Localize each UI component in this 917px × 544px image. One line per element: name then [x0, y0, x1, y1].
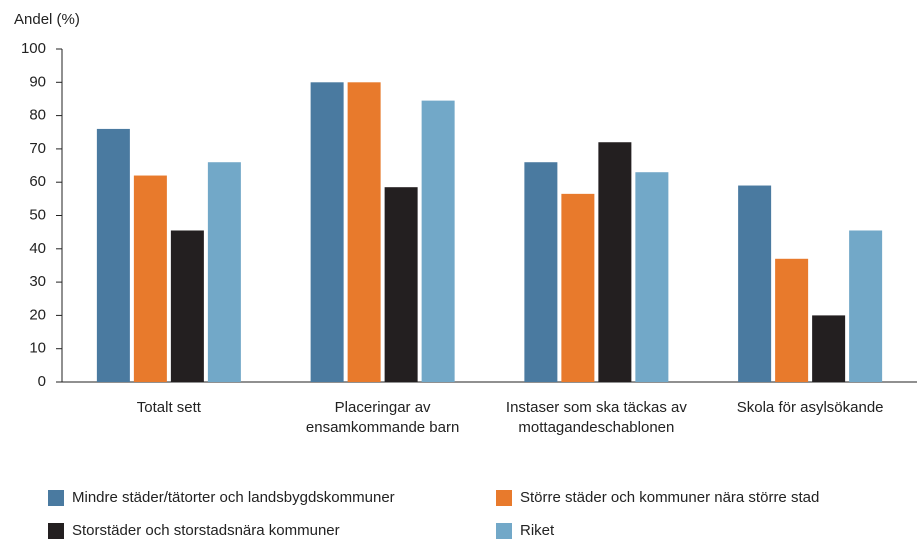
y-tick-label: 0 — [38, 373, 46, 390]
y-tick-label: 80 — [29, 107, 46, 124]
legend-swatch — [48, 523, 64, 539]
bar — [170, 230, 204, 382]
bar — [738, 185, 772, 382]
x-tick-label: Instaser som ska täckas av mottagandesch… — [505, 399, 687, 436]
y-tick-label: 60 — [29, 173, 46, 190]
y-tick-label: 40 — [29, 240, 46, 257]
legend-swatch — [496, 523, 512, 539]
y-tick-label: 10 — [29, 340, 46, 357]
legend-swatch — [496, 490, 512, 506]
bar — [635, 172, 669, 382]
bar — [347, 82, 381, 383]
legend-label: Större städer och kommuner nära större s… — [520, 489, 819, 506]
y-tick-label: 20 — [29, 306, 46, 323]
bar — [96, 128, 130, 382]
y-tick-label: 50 — [29, 206, 46, 223]
bar — [849, 230, 883, 382]
bar — [207, 162, 241, 382]
y-tick-label: 90 — [29, 73, 46, 90]
legend-swatch — [48, 490, 64, 506]
bar — [524, 162, 558, 382]
bar — [775, 258, 809, 382]
legend-label: Riket — [520, 522, 555, 539]
x-tick-label: Skola för asylsökande — [736, 399, 884, 416]
y-tick-label: 70 — [29, 140, 46, 157]
bar — [561, 193, 595, 382]
legend-label: Mindre städer/tätorter och landsbygdskom… — [72, 489, 395, 506]
bar — [133, 175, 167, 382]
y-axis-label: Andel (%) — [14, 11, 80, 28]
y-tick-label: 30 — [29, 273, 46, 290]
bar — [812, 315, 846, 382]
x-tick-label: Placeringar av ensamkommande barn — [305, 399, 460, 436]
bar — [421, 100, 455, 383]
legend-label: Storstäder och storstadsnära kommuner — [72, 522, 340, 539]
bar — [310, 82, 344, 383]
bar — [598, 142, 632, 382]
x-tick-label: Totalt sett — [136, 399, 201, 416]
y-tick-label: 100 — [21, 40, 46, 57]
bar — [384, 187, 418, 382]
